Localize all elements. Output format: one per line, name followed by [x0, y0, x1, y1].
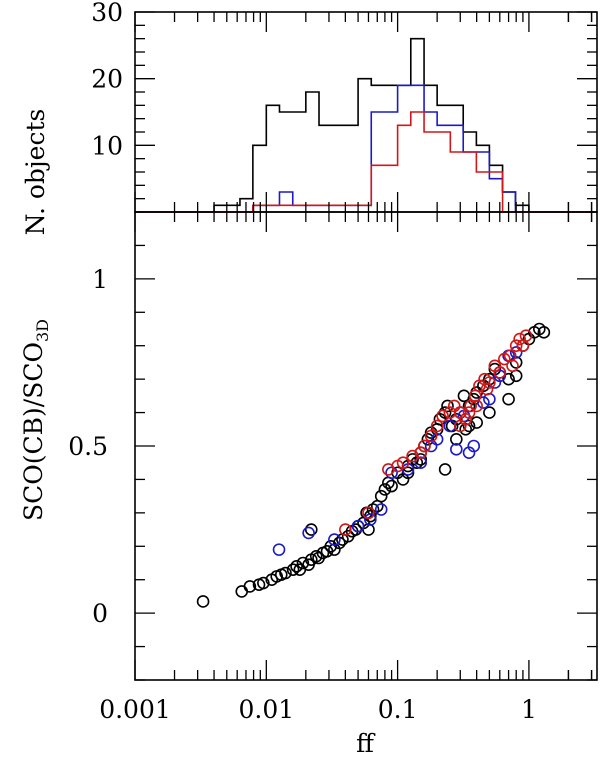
scatter-point-black: [257, 576, 270, 590]
scatter-point-black: [290, 560, 303, 573]
scatter-point-blue: [364, 513, 377, 526]
scatter-frame: [134, 211, 598, 681]
scatter-point-blue: [430, 433, 444, 446]
scatter-point-red: [506, 359, 519, 373]
scatter-point-blue: [509, 346, 523, 359]
scatter-point-blue: [351, 519, 365, 533]
scatter-point-red: [406, 449, 419, 463]
x-axis-ticks: 0.001 0.01 0.1 1: [99, 12, 593, 724]
scatter-point-black: [470, 416, 483, 429]
scatter-point-blue: [374, 503, 388, 516]
scatter-point-black: [450, 412, 463, 426]
scatter-point-red: [519, 329, 533, 342]
scatter-point-red: [453, 419, 467, 433]
scatter-panel: 00.51 SCO(CB)/SCO3D: [19, 211, 598, 681]
scatter-point-black: [414, 453, 428, 466]
scatter-point-blue: [328, 533, 341, 546]
scatter-point-red: [509, 339, 523, 353]
scatter-point-black: [502, 372, 515, 386]
histogram-panel: 10 20 30 N. objects: [21, 0, 598, 236]
scatter-point-black: [450, 433, 463, 446]
histogram-step-all: [135, 37, 595, 213]
x-tick-label: 0.01: [238, 695, 294, 724]
scatter-y-axis-label-sub: 3D: [33, 319, 52, 342]
scatter-point-black: [401, 466, 415, 480]
scatter-point-blue: [450, 443, 463, 456]
scatter-point-red: [513, 332, 526, 346]
x-axis-label: ff: [356, 729, 376, 758]
scatter-point-black: [286, 563, 300, 576]
scatter-point-black: [235, 585, 249, 598]
x-tick-label: 1: [521, 695, 537, 724]
scatter-point-black: [385, 479, 398, 493]
scatter-point-black: [304, 523, 318, 536]
scatter-point-blue: [493, 369, 507, 383]
scatter-y-axis-label: SCO(CB)/SCO3D: [19, 319, 52, 521]
scatter-point-red: [462, 406, 476, 419]
scatter-point-blue: [272, 543, 286, 556]
scatter-point-red: [480, 382, 494, 396]
histogram-y-tick-label: 10: [91, 131, 123, 160]
scatter-point-red: [414, 446, 428, 459]
scatter-point-black: [378, 483, 392, 496]
scatter-point-black: [502, 392, 515, 406]
scatter-y-tick-label: 1: [92, 265, 108, 294]
scatter-point-black: [462, 419, 476, 433]
scatter-y-tick-label: 0.5: [68, 432, 108, 461]
scatter-point-black: [296, 556, 310, 570]
histogram-series: [135, 37, 595, 213]
scatter-point-black: [243, 580, 257, 593]
scatter-point-red: [464, 399, 477, 413]
scatter-y-tick-label: 0: [92, 599, 108, 628]
scatter-point-red: [470, 399, 483, 413]
scatter-point-red: [493, 366, 507, 379]
x-tick-label: 0.001: [99, 695, 171, 724]
scatter-point-black: [483, 406, 496, 419]
scatter-point-red: [418, 439, 431, 453]
scatter-point-black: [309, 550, 323, 563]
scatter-y-axis-label-main: SCO(CB)/SCO: [19, 342, 48, 521]
scatter-point-blue: [414, 456, 428, 470]
scatter-series: [196, 322, 551, 608]
histogram-frame: [134, 11, 598, 213]
scatter-point-black: [438, 406, 452, 419]
scatter-point-red: [424, 429, 438, 443]
histogram-y-ticks: 10 20 30: [91, 0, 597, 200]
scatter-point-black: [441, 399, 454, 413]
scatter-y-ticks: 00.51: [68, 211, 597, 681]
scatter-point-red: [362, 506, 375, 520]
x-tick-label: 0.1: [378, 695, 418, 724]
histogram-step-blue: [135, 84, 595, 213]
scatter-point-black: [421, 433, 435, 446]
scatter-point-red: [436, 409, 449, 423]
scatter-point-black: [324, 539, 338, 553]
scatter-point-blue: [467, 439, 481, 453]
histogram-y-tick-label: 20: [91, 65, 123, 94]
scatter-point-blue: [302, 526, 315, 540]
scatter-point-red: [396, 456, 410, 470]
scatter-point-red: [483, 376, 496, 389]
histogram-y-tick-label: 30: [91, 0, 123, 27]
scatter-point-black: [279, 566, 292, 580]
histogram-step-red: [135, 111, 595, 213]
scatter-point-red: [339, 523, 352, 536]
scatter-point-blue: [477, 396, 490, 409]
histogram-y-axis-label: N. objects: [21, 109, 50, 236]
scatter-point-red: [430, 419, 444, 433]
scatter-point-black: [374, 489, 388, 503]
scatter-point-black: [438, 463, 452, 476]
scatter-point-black: [196, 595, 210, 608]
scatter-point-black: [537, 326, 551, 339]
